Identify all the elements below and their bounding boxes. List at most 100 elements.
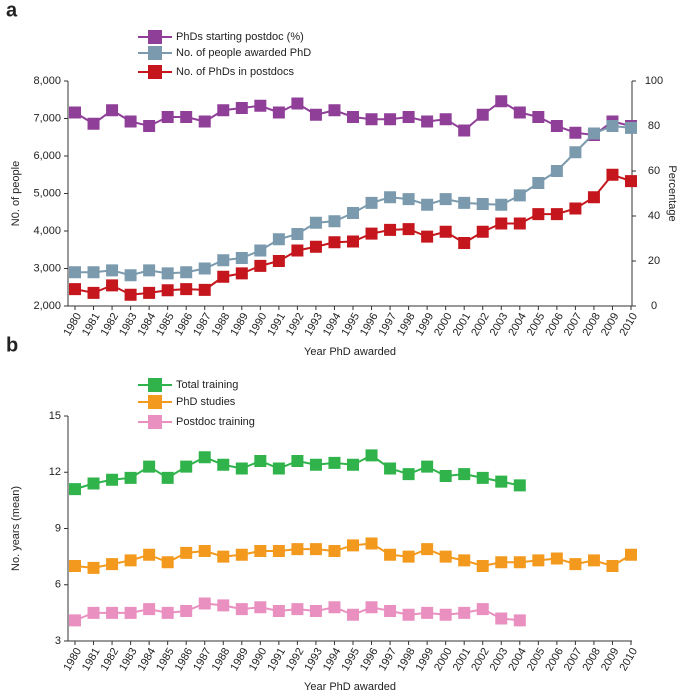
marker [402,550,415,563]
marker [143,264,156,277]
legend-label: No. of PhDs in postdocs [176,66,295,78]
marker [143,603,156,616]
marker [365,537,378,550]
marker [69,614,81,627]
x-tick-label: 1986 [173,646,196,673]
legend-label: Postdoc training [176,416,255,428]
marker [569,558,582,571]
marker [384,462,397,475]
marker [272,255,285,267]
marker [365,449,378,462]
marker [569,202,582,215]
marker [106,279,119,292]
x-tick-label: 2007 [562,311,585,338]
y-tick-label: 15 [49,410,61,422]
marker [347,207,359,219]
y-tick-label: 12 [49,466,61,478]
marker [384,223,397,236]
marker [532,554,545,567]
marker [347,608,359,621]
x-tick-label: 2009 [599,646,622,673]
x-tick-label: 1990 [247,646,270,673]
marker [513,217,526,230]
marker [421,198,434,211]
y-tick-label: 2,000 [33,300,61,312]
legend-marker [148,378,162,392]
marker [235,267,248,280]
marker [550,552,563,565]
marker [476,560,489,572]
x-tick-label: 1981 [80,311,103,338]
marker [587,191,600,204]
x-tick-label: 2004 [506,646,529,673]
legend-marker [148,30,162,44]
marker [421,460,434,473]
marker [587,127,600,140]
x-tick-label: 1994 [321,646,344,673]
series-line [75,124,632,277]
marker [143,460,156,473]
marker [328,215,341,228]
marker [476,108,489,121]
legend-label: PhD studies [176,396,236,408]
x-tick-label: 2003 [488,311,511,338]
x-tick-label: 2002 [469,646,492,673]
x-tick-label: 1980 [61,646,84,673]
marker [291,244,304,257]
marker [532,208,545,221]
marker [625,548,637,561]
legend-marker [148,65,162,79]
x-tick-label: 1989 [228,311,251,338]
series-line [74,173,632,296]
marker [254,545,267,557]
marker [439,550,452,563]
x-tick-label: 2010 [617,646,640,673]
marker [87,266,100,279]
marker [347,458,359,471]
marker [69,266,81,279]
marker [365,227,378,240]
x-tick-label: 1994 [321,311,344,338]
y2-tick-label: 40 [648,210,660,222]
y-tick-label: 8,000 [33,75,61,87]
legend-marker [148,46,162,60]
marker [458,554,471,567]
marker [606,120,619,132]
marker [309,216,322,229]
y-axis-label: N0. of people [10,161,22,226]
y-tick-label: 5,000 [33,187,61,199]
x-tick-label: 1982 [99,311,122,338]
marker [421,606,434,619]
x-tick-label: 1996 [358,311,381,338]
marker [87,117,100,130]
marker [124,115,137,128]
marker [532,111,545,123]
marker [272,545,285,557]
marker [384,548,397,561]
marker [476,471,489,484]
marker [458,124,471,137]
marker [180,460,193,473]
marker [235,102,248,114]
marker [180,266,193,279]
legend-label: PhDs starting postdoc (%) [176,31,304,43]
marker [254,601,267,614]
x-tick-label: 1993 [302,311,325,338]
x-tick-label: 1997 [377,646,400,673]
marker [69,106,81,119]
marker [328,456,341,469]
x-tick-label: 2004 [506,311,529,338]
legend-marker [148,395,162,409]
marker [198,545,211,557]
x-tick-label: 2007 [562,646,585,673]
x-tick-label: 2008 [580,646,603,673]
y-tick-label: 7,000 [33,112,61,124]
x-tick-label: 1985 [154,646,177,673]
marker [143,120,156,132]
x-tick-label: 2003 [488,646,511,673]
marker [365,113,378,126]
x-tick-label: 1984 [136,311,159,338]
marker [124,288,137,301]
marker [217,599,230,612]
x-tick-label: 1992 [284,646,307,673]
